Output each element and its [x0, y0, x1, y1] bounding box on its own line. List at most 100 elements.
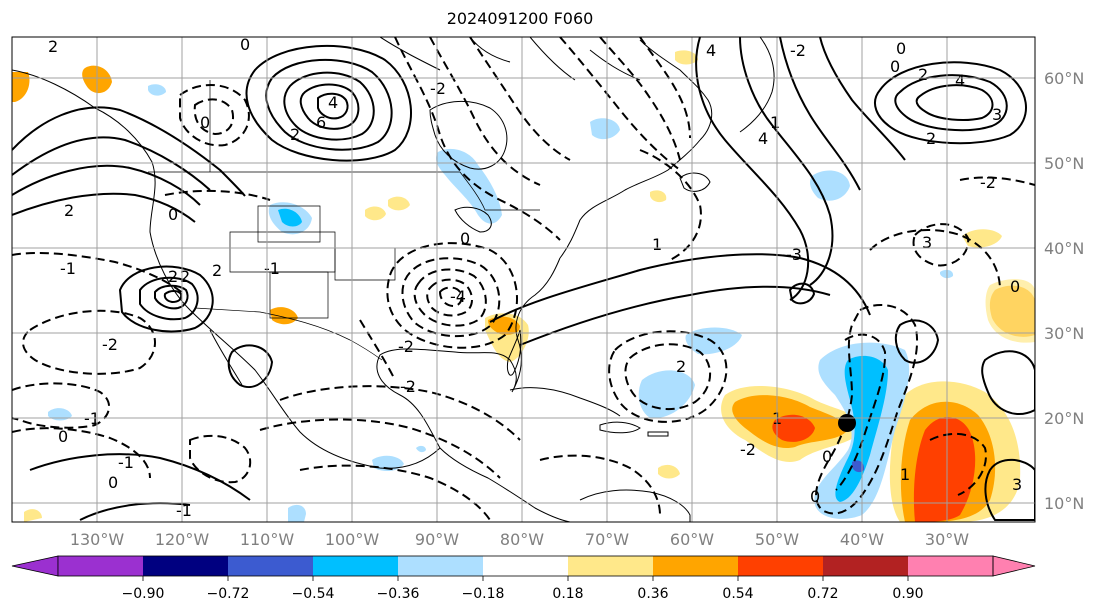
colorbar-tick-label: −0.18 [462, 586, 505, 602]
contour-label: 0 [168, 205, 178, 224]
contour-atlantic-trough-east-2 [739, 37, 834, 286]
contour-low-us-east-5 [438, 286, 463, 308]
cold-region-labrador [590, 118, 620, 140]
coastline-puerto-rico [647, 431, 669, 437]
contour-pacific-ridge-2 [12, 136, 211, 191]
contour-trough-labrador-1 [394, 37, 561, 241]
contour-high-baja-4 [163, 290, 183, 304]
contour-label: 2 [48, 37, 58, 56]
colorbar-tick-label: 0.18 [552, 586, 583, 602]
warm-region-newfoundland [650, 190, 667, 203]
contour-east-atlantic-south [929, 432, 987, 496]
colorbar-segment [823, 556, 908, 576]
contour-high-alaska-4 [299, 83, 360, 130]
lon-label: 60°W [670, 530, 714, 549]
coastline-south-america-north [579, 489, 691, 522]
contour-label: -1 [176, 501, 192, 520]
contour-label: -2 [102, 335, 118, 354]
contour-trough-labrador-5 [599, 37, 681, 161]
warm-region-east-atlantic-outer [985, 279, 1035, 343]
contour-central-atlantic-low-4 [835, 333, 887, 491]
warm-region-great-lakes [388, 196, 410, 211]
contour-high-alaska-2 [265, 58, 393, 151]
contour-atlantic-trough-east-3 [779, 37, 861, 191]
contour-high-baja-3 [154, 284, 189, 310]
colorbar-segment [483, 556, 568, 576]
contour-atlantic-trough-east-1 [695, 37, 810, 301]
contour-caribbean-1 [279, 385, 521, 441]
warm-region-atlantic-east-core [913, 417, 976, 522]
contour-low-us-east-4 [426, 278, 473, 317]
lat-label: 50°N [1044, 154, 1084, 173]
lat-label: 60°N [1044, 69, 1084, 88]
contour-label: 1 [652, 235, 662, 254]
contour-label: 2 [918, 65, 928, 84]
contour-label: 0 [200, 113, 210, 132]
contour-greenland-trough-2 [959, 176, 1035, 186]
contour-pacific-low-2 [12, 382, 110, 429]
lat-label: 10°N [1044, 494, 1084, 513]
cold-region-caribbean [372, 455, 404, 472]
coastline-central-america [439, 447, 571, 522]
contour-high-baja-1 [118, 265, 214, 333]
colorbar-tick-label: −0.72 [207, 586, 250, 602]
contour-label: -2 [398, 337, 414, 356]
contour-pacific-ridge-4 [12, 192, 196, 223]
warm-region-caribbean-east [658, 464, 680, 479]
contour-label: 0 [1010, 277, 1020, 296]
contour-label: 2 [168, 267, 178, 286]
contour-label: 2 [290, 125, 300, 144]
contour-storm-ring [894, 319, 940, 364]
contour-greenland-ring [788, 282, 816, 305]
longitude-labels: 130°W 120°W 110°W 100°W 90°W 80°W 70°W 6… [70, 530, 969, 549]
colorbar: −0.90 −0.72 −0.54 −0.36 −0.18 0.18 0.36 … [11, 555, 1036, 602]
solid-contours [12, 37, 1035, 521]
contour-pacific-low-1 [22, 309, 156, 375]
contour-high-alaska-3 [283, 71, 375, 141]
contour-label: 4 [706, 41, 716, 60]
coastline-hudson-bay [429, 100, 508, 170]
contour-alaska-low-1 [179, 83, 250, 147]
contour-atlantic-2 [519, 285, 831, 346]
contour-trough-labrador-6 [639, 37, 691, 139]
contour-label: -2 [740, 440, 756, 459]
contour-label: 0 [890, 57, 900, 76]
contour-south-america-1 [539, 454, 661, 516]
contour-azores-low [912, 223, 970, 267]
warm-region-great-plains [365, 206, 386, 221]
cold-region-west-atlantic-2 [685, 327, 742, 355]
contour-high-alaska-1 [245, 44, 412, 162]
contour-pacific-low-3 [12, 427, 151, 479]
contour-label: 0 [58, 427, 68, 446]
colorbar-tick-label: 0.90 [892, 586, 923, 602]
contour-label: 0 [896, 39, 906, 58]
cold-region-hudson [436, 148, 502, 224]
contour-trough-labrador-2 [429, 37, 541, 186]
contour-pacific-south-1 [29, 453, 251, 501]
contour-label: 2 [180, 267, 190, 286]
warm-region-mexico [270, 307, 298, 325]
cold-region-central-atlantic-core [852, 460, 865, 473]
lon-label: 50°W [755, 530, 799, 549]
colorbar-tick-label: 0.54 [722, 586, 753, 602]
contour-label-group: 2 0 6 4 2 0 -2 -1 0 2 4 1 -1 -4 2 0 -2 1… [48, 37, 1022, 520]
colorbar-segment [653, 556, 738, 576]
warm-region-central-atlantic-core [772, 414, 815, 442]
coastline-newfoundland [679, 172, 711, 192]
coastline-north-america-west [12, 69, 441, 469]
latitude-labels: 60°N 50°N 40°N 30°N 20°N 10°N [1044, 69, 1084, 513]
cold-region-pacific-south [288, 504, 306, 522]
lon-label: 80°W [500, 530, 544, 549]
contour-trough-labrador-4 [559, 37, 681, 171]
coastlines [12, 37, 775, 522]
colorbar-segment [568, 556, 653, 576]
dashed-contours [12, 37, 1035, 521]
colorbar-segment [228, 556, 313, 576]
warm-region-alaska-2 [12, 72, 30, 102]
colorbar-tick-label: 0.36 [637, 586, 668, 602]
contour-label: 3 [1012, 475, 1022, 494]
cold-region-gulf [416, 445, 426, 453]
contour-northeast-high-3 [915, 84, 994, 121]
contour-label: 2 [676, 357, 686, 376]
colorbar-tick-label: −0.36 [377, 586, 420, 602]
